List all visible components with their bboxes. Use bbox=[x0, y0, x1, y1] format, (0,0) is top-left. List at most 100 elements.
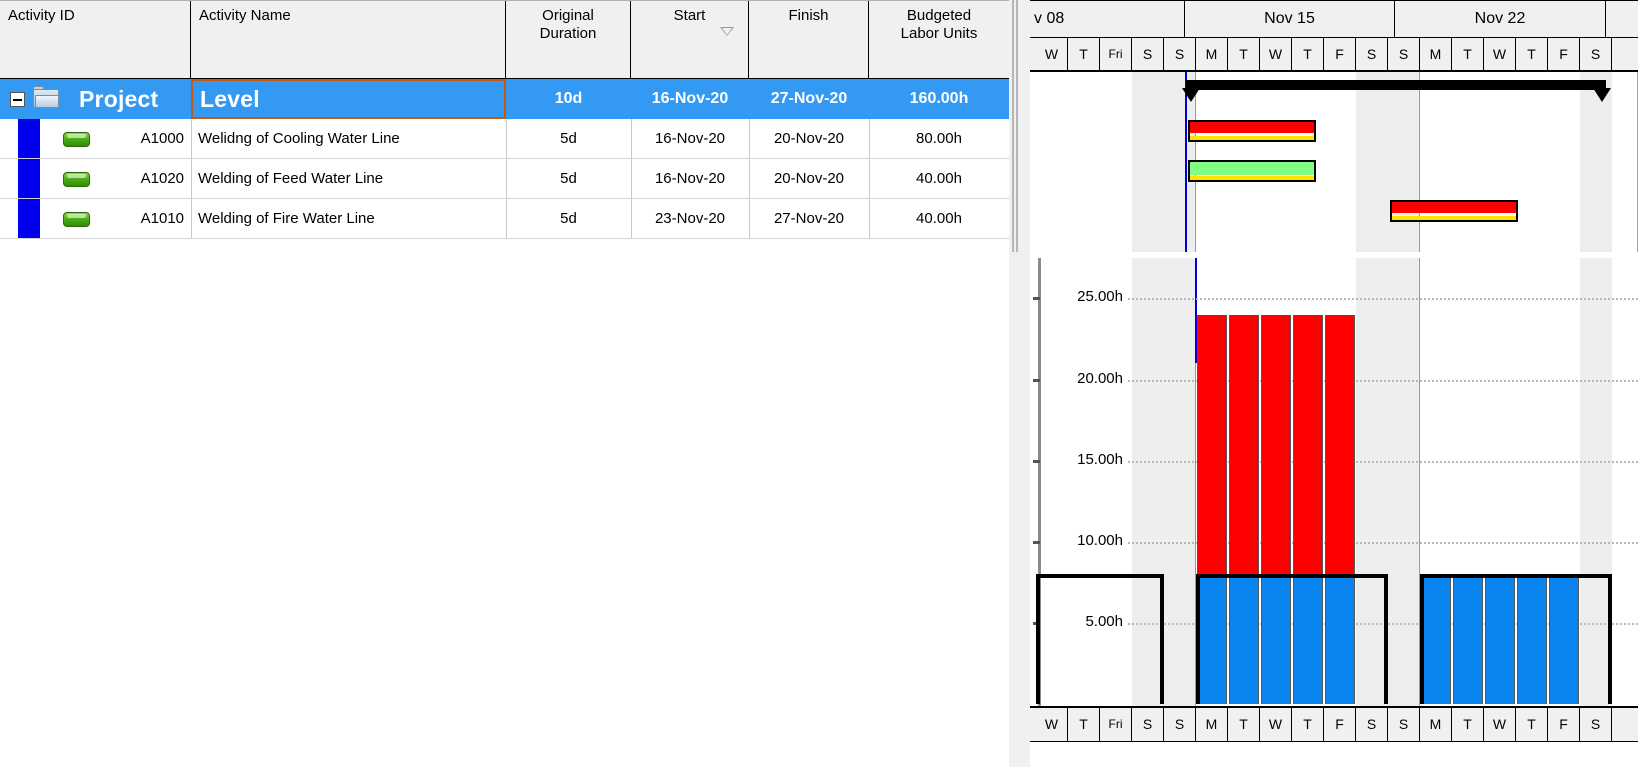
resource-limit-line-edge bbox=[1160, 574, 1164, 704]
cell-activity-id: A1020 bbox=[140, 170, 184, 187]
activity-table: Activity ID Activity Name Original Durat… bbox=[0, 0, 1010, 252]
y-axis-tick bbox=[1033, 459, 1040, 463]
timescale-day-15: T bbox=[1516, 38, 1548, 70]
histogram-timescale-day-12: M bbox=[1420, 708, 1452, 741]
histogram-timescale-day-11: S bbox=[1388, 708, 1420, 741]
timescale-day-17: S bbox=[1580, 38, 1612, 70]
resource-limit-line-edge bbox=[1608, 574, 1612, 704]
weekend-shading bbox=[1580, 258, 1612, 706]
histogram-bar-remaining-12 bbox=[1421, 574, 1451, 704]
column-header-activity-name-label: Activity Name bbox=[199, 7, 291, 24]
histogram-plot-area: 5.00h 10.00h 15.00h 20.00h 25.00h bbox=[1030, 258, 1638, 706]
resource-limit-line-edge bbox=[1420, 574, 1424, 704]
y-axis-label: 25.00h bbox=[1077, 288, 1123, 306]
histogram-bar-remaining-14 bbox=[1485, 574, 1515, 704]
column-header-start-label: Start bbox=[673, 7, 706, 24]
histogram-bar-remaining-6 bbox=[1229, 574, 1259, 704]
summary-finish: 27-Nov-20 bbox=[770, 90, 848, 107]
cell-finish: 27-Nov-20 bbox=[773, 210, 845, 227]
column-header-budgeted-labor-units[interactable]: Budgeted Labor Units bbox=[869, 1, 1009, 78]
y-gridline bbox=[1128, 460, 1638, 463]
timescale-day-0: W bbox=[1036, 38, 1068, 70]
y-gridline bbox=[1128, 379, 1638, 382]
timescale-day-11: S bbox=[1388, 38, 1420, 70]
timescale-day-12: M bbox=[1420, 38, 1452, 70]
cell-original-duration: 5d bbox=[560, 130, 577, 147]
pane-splitter[interactable] bbox=[1009, 0, 1030, 767]
timescale-day-10: S bbox=[1356, 38, 1388, 70]
histogram-timescale-day-6: T bbox=[1228, 708, 1260, 741]
histogram-bar-remaining-8 bbox=[1293, 574, 1323, 704]
histogram-timescale-day-17: S bbox=[1580, 708, 1612, 741]
cell-budgeted-labor-units: 80.00h bbox=[916, 130, 962, 147]
y-gridline bbox=[1128, 298, 1638, 301]
cell-start: 16-Nov-20 bbox=[654, 130, 726, 147]
weekend-shading bbox=[1132, 258, 1196, 706]
data-date-line bbox=[1195, 258, 1197, 363]
resource-limit-line bbox=[1420, 574, 1612, 579]
gantt-bar-a1000[interactable] bbox=[1188, 120, 1316, 142]
histogram-bar-overallocated-9 bbox=[1325, 314, 1355, 575]
week-gridline bbox=[1195, 258, 1196, 706]
table-row[interactable]: A1020 Welding of Feed Water Line 5d 16-N… bbox=[0, 159, 1009, 199]
sort-descending-icon bbox=[720, 27, 734, 36]
histogram-timescale-day-14: W bbox=[1484, 708, 1516, 741]
cell-finish: 20-Nov-20 bbox=[773, 130, 845, 147]
table-row-project-summary[interactable]: Project Level 10d 16-Nov-20 27-Nov-20 16… bbox=[0, 79, 1009, 119]
histogram-timescale-day-2: Fri bbox=[1100, 708, 1132, 741]
y-axis-label: 15.00h bbox=[1077, 450, 1123, 468]
histogram-bar-remaining-9 bbox=[1325, 574, 1355, 704]
gantt-bar-a1020[interactable] bbox=[1188, 160, 1316, 182]
histogram-bar-remaining-5 bbox=[1197, 574, 1227, 704]
histogram-bar-overallocated-6 bbox=[1229, 314, 1259, 575]
gantt-bar-a1010[interactable] bbox=[1390, 200, 1518, 222]
cell-start: 23-Nov-20 bbox=[654, 210, 726, 227]
column-header-finish[interactable]: Finish bbox=[749, 1, 869, 78]
histogram-timescale-day-5: M bbox=[1196, 708, 1228, 741]
timescale-day-1: T bbox=[1068, 38, 1100, 70]
timescale-day-6: T bbox=[1228, 38, 1260, 70]
summary-title-part2-selected[interactable]: Level bbox=[191, 79, 506, 119]
table-row[interactable]: A1010 Welding of Fire Water Line 5d 23-N… bbox=[0, 199, 1009, 239]
gantt-chart-pane: v 08 Nov 15 Nov 22 W T Fri S S M T W T F S S M T W T F S bbox=[1030, 0, 1638, 767]
table-row[interactable]: A1000 Welidng of Cooling Water Line 5d 1… bbox=[0, 119, 1009, 159]
histogram-timescale-day-9: F bbox=[1324, 708, 1356, 741]
histogram-bar-remaining-7 bbox=[1261, 574, 1291, 704]
wbs-folder-icon bbox=[33, 86, 59, 108]
histogram-y-axis bbox=[1038, 258, 1041, 706]
cell-activity-name: Welding of Feed Water Line bbox=[198, 170, 384, 187]
histogram-timescale-row: W T Fri S S M T W T F S S M T W T F S bbox=[1030, 706, 1638, 742]
histogram-timescale-day-10: S bbox=[1356, 708, 1388, 741]
column-header-activity-id[interactable]: Activity ID bbox=[0, 1, 191, 78]
cell-activity-id: A1000 bbox=[140, 130, 184, 147]
timescale-day-14: W bbox=[1484, 38, 1516, 70]
cell-original-duration: 5d bbox=[560, 170, 577, 187]
histogram-bar-remaining-13 bbox=[1453, 574, 1483, 704]
column-header-activity-name[interactable]: Activity Name bbox=[191, 1, 506, 78]
column-header-activity-id-label: Activity ID bbox=[8, 7, 75, 24]
timescale-day-5: M bbox=[1196, 38, 1228, 70]
timescale-month-nov22: Nov 22 bbox=[1395, 1, 1606, 37]
column-header-start[interactable]: Start bbox=[631, 1, 749, 78]
y-axis-label: 10.00h bbox=[1077, 531, 1123, 549]
summary-original-duration: 10d bbox=[554, 90, 583, 107]
histogram-bar-overallocated-5 bbox=[1197, 314, 1227, 575]
y-gridline bbox=[1128, 622, 1638, 625]
column-header-original-duration-label-line2: Duration bbox=[539, 25, 597, 42]
y-gridline bbox=[1128, 541, 1638, 544]
summary-budgeted-labor-units: 160.00h bbox=[909, 90, 969, 107]
histogram-timescale-day-4: S bbox=[1164, 708, 1196, 741]
timescale-day-9: F bbox=[1324, 38, 1356, 70]
collapse-expand-icon[interactable] bbox=[10, 92, 25, 107]
summary-start: 16-Nov-20 bbox=[651, 90, 729, 107]
timescale-day-2: Fri bbox=[1100, 38, 1132, 70]
y-axis-label: 20.00h bbox=[1077, 369, 1123, 387]
histogram-bar-overallocated-7 bbox=[1261, 314, 1291, 575]
row-group-indicator bbox=[18, 159, 40, 198]
row-group-indicator bbox=[18, 119, 40, 158]
gantt-bars-area bbox=[1030, 72, 1638, 252]
column-header-original-duration[interactable]: Original Duration bbox=[506, 1, 631, 78]
histogram-timescale-day-8: T bbox=[1292, 708, 1324, 741]
timescale-day-16: F bbox=[1548, 38, 1580, 70]
resource-limit-line-edge bbox=[1384, 574, 1388, 704]
